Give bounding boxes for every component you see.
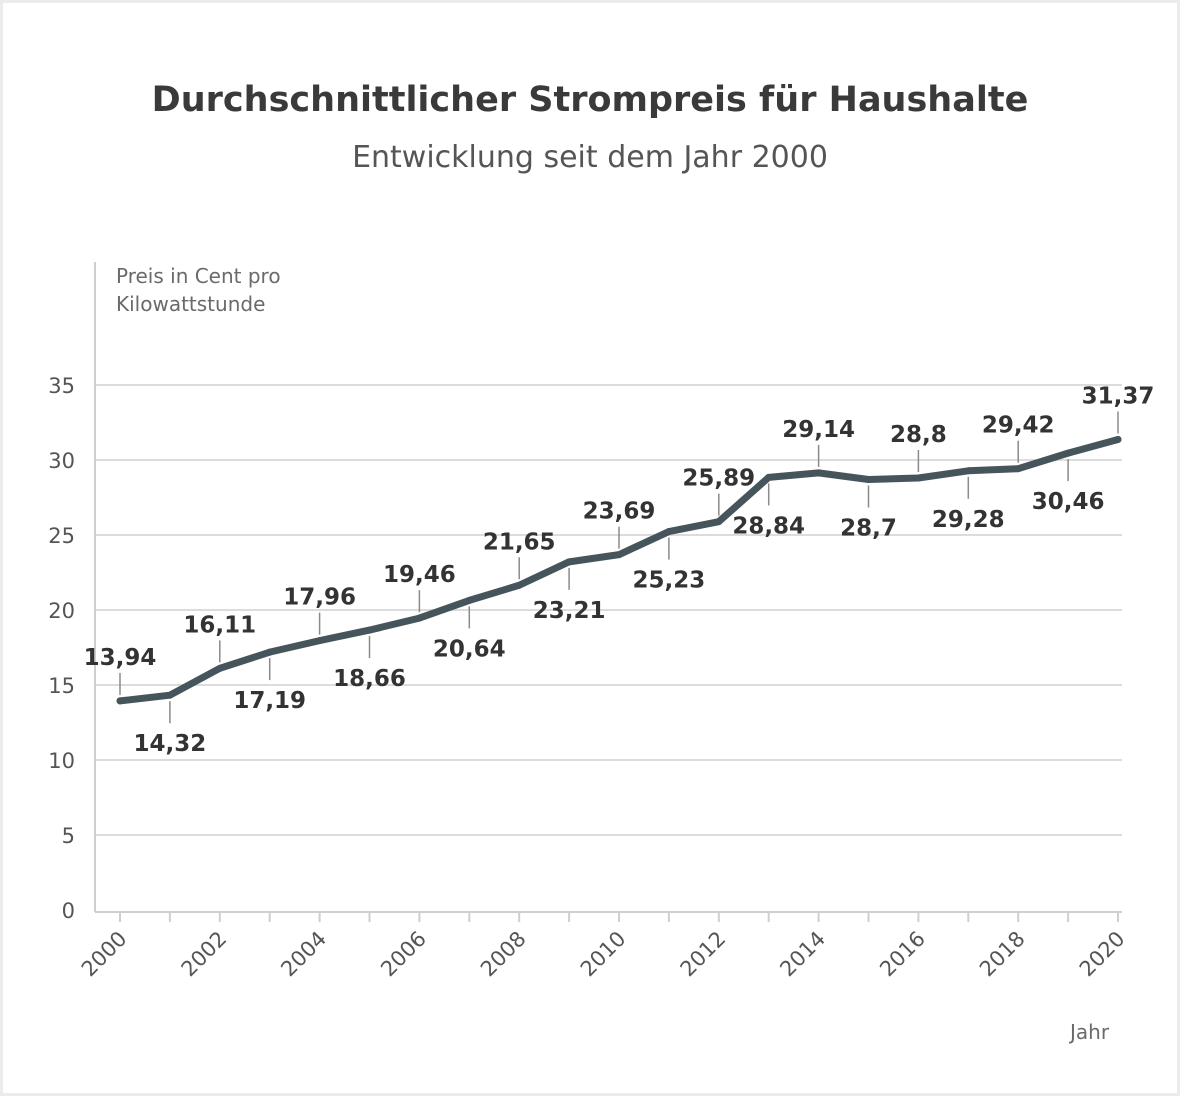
x-tick-label-2010: 2010 [576, 927, 631, 982]
data-label-2017: 29,28 [932, 507, 1005, 533]
x-tick-label-2012: 2012 [676, 927, 731, 982]
chart-subtitle: Entwicklung seit dem Jahr 2000 [352, 140, 828, 175]
data-point-2010 [615, 551, 623, 559]
data-label-2009: 23,21 [533, 598, 606, 624]
data-point-2016 [914, 474, 922, 482]
data-point-2005 [366, 626, 373, 634]
data-point-2006 [415, 614, 423, 622]
y-tick-label-15: 15 [48, 674, 75, 698]
data-point-2001 [166, 691, 174, 699]
data-label-2010: 23,69 [583, 499, 656, 525]
data-label-2016: 28,8 [890, 422, 947, 448]
data-label-2015: 28,7 [840, 516, 897, 542]
y-tick-label-30: 30 [48, 449, 75, 473]
data-label-2012: 25,89 [682, 466, 755, 492]
data-label-2011: 25,23 [633, 568, 706, 594]
data-label-2018: 29,42 [982, 413, 1055, 439]
data-label-2013: 28,84 [732, 513, 805, 539]
x-tick-label-2016: 2016 [875, 927, 930, 982]
chart-title: Durchschnittlicher Strompreis für Hausha… [151, 80, 1029, 120]
data-point-2018 [1014, 465, 1022, 473]
data-point-2000 [116, 697, 124, 705]
y-tick-label-35: 35 [48, 374, 75, 398]
data-label-2014: 29,14 [782, 417, 855, 443]
data-point-2003 [266, 648, 274, 656]
y-tick-label-0: 0 [62, 899, 75, 923]
x-tick-label-2004: 2004 [276, 927, 331, 982]
y-axis-label: Preis in Cent pro Kilowattstunde [116, 264, 281, 316]
x-tick-label-2000: 2000 [77, 927, 132, 982]
data-label-2004: 17,96 [283, 585, 356, 611]
data-label-2006: 19,46 [383, 562, 456, 588]
data-point-2015 [865, 476, 872, 483]
data-label-2001: 14,32 [134, 731, 207, 757]
data-label-2008: 21,65 [483, 529, 556, 555]
data-point-2002 [216, 664, 224, 672]
x-axis-label: Jahr [1070, 1020, 1110, 1044]
x-tick-label-2020: 2020 [1075, 927, 1130, 982]
data-point-2020 [1114, 435, 1122, 443]
data-label-2007: 20,64 [433, 636, 506, 662]
data-point-2004 [316, 637, 324, 645]
data-label-2020: 31,37 [1082, 383, 1155, 409]
data-label-2003: 17,19 [233, 688, 306, 714]
y-tick-label-20: 20 [48, 599, 75, 623]
x-tick-label-2008: 2008 [476, 927, 531, 982]
y-tick-label-5: 5 [62, 824, 75, 848]
x-tick-label-2002: 2002 [177, 927, 232, 982]
data-point-2014 [815, 469, 823, 477]
y-tick-label-10: 10 [48, 749, 75, 773]
data-point-2011 [665, 528, 673, 536]
x-tick-label-2014: 2014 [775, 927, 830, 982]
data-point-2017 [964, 467, 972, 475]
x-tick-label-2006: 2006 [376, 927, 431, 982]
x-tick-label-2018: 2018 [975, 927, 1030, 982]
data-point-2007 [465, 596, 473, 604]
data-point-2013 [765, 473, 773, 481]
data-label-2002: 16,11 [183, 612, 256, 638]
data-point-2009 [565, 558, 573, 566]
data-label-2019: 30,46 [1032, 489, 1105, 515]
data-point-2012 [715, 518, 723, 526]
data-point-2019 [1064, 449, 1072, 457]
data-point-2008 [515, 581, 523, 589]
data-label-2000: 13,94 [84, 645, 157, 671]
y-tick-label-25: 25 [48, 524, 75, 548]
data-label-2005: 18,66 [333, 666, 406, 692]
